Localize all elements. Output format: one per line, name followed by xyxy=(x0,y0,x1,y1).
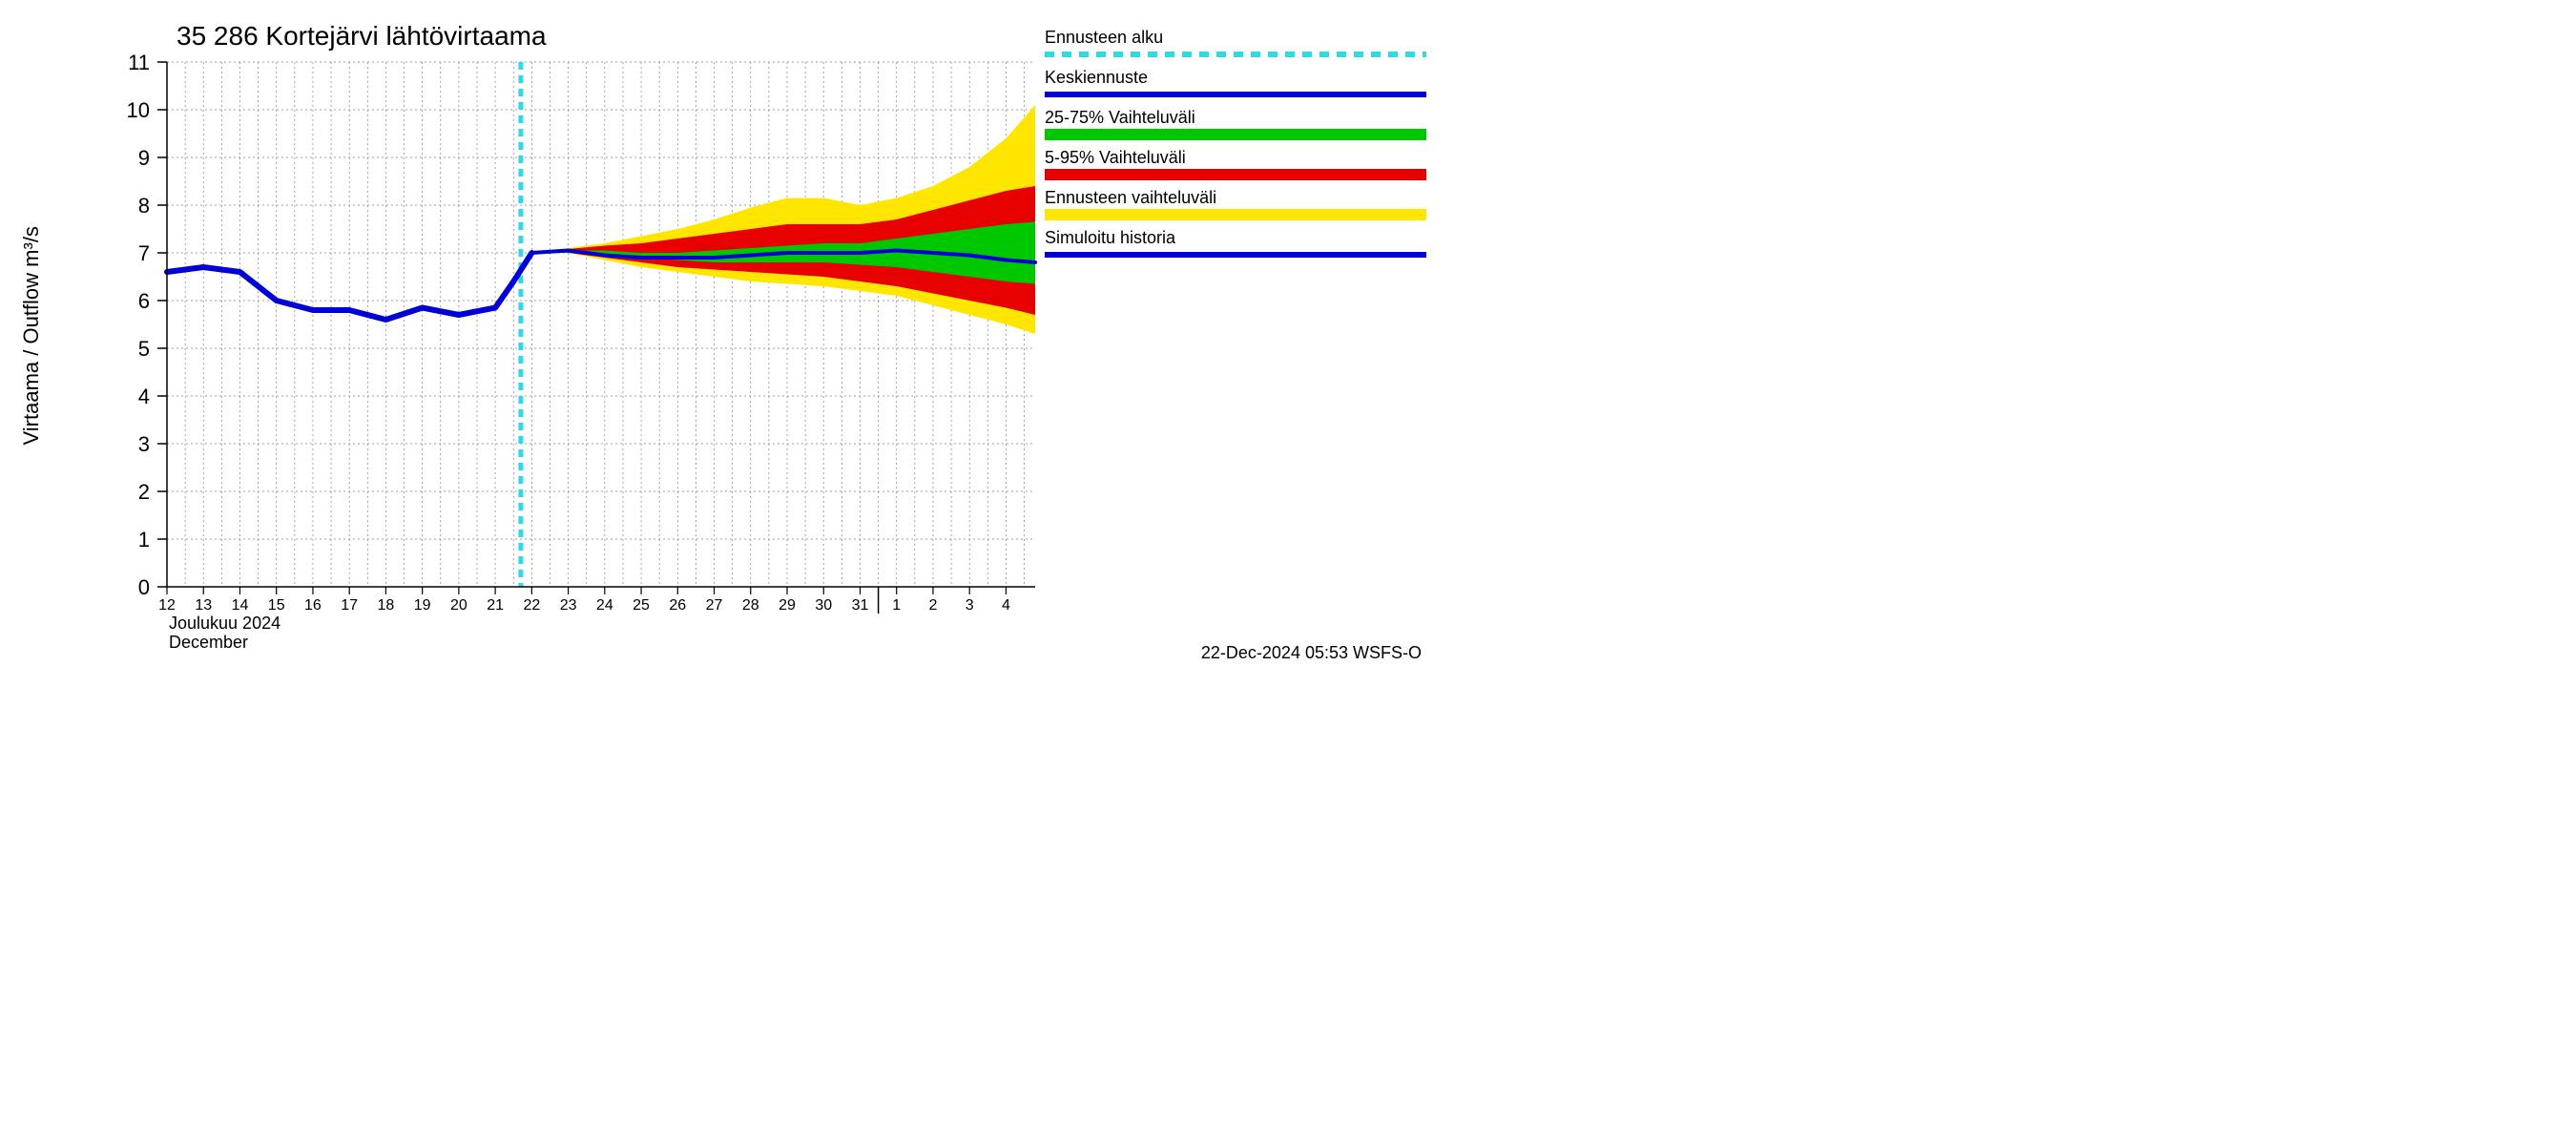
y-tick-label: 0 xyxy=(138,575,150,599)
x-tick-label: 30 xyxy=(815,597,832,614)
legend-label: Ennusteen vaihteluväli xyxy=(1045,188,1216,207)
legend-label: Simuloitu historia xyxy=(1045,228,1176,247)
y-axis-label: Virtaama / Outflow m³/s xyxy=(19,226,43,445)
x-tick-label: 21 xyxy=(487,597,504,614)
legend-swatch xyxy=(1045,169,1426,180)
y-tick-label: 2 xyxy=(138,480,150,504)
y-tick-label: 11 xyxy=(128,51,150,74)
legend-label: 5-95% Vaihteluväli xyxy=(1045,148,1186,167)
legend-swatch xyxy=(1045,209,1426,220)
x-tick-label: 18 xyxy=(378,597,395,614)
x-tick-label: 15 xyxy=(268,597,285,614)
x-tick-label: 12 xyxy=(158,597,176,614)
x-tick-label: 13 xyxy=(195,597,212,614)
x-tick-label: 23 xyxy=(560,597,577,614)
x-tick-label: 28 xyxy=(742,597,759,614)
x-tick-label: 14 xyxy=(232,597,249,614)
x-tick-label: 27 xyxy=(706,597,723,614)
legend-label: Keskiennuste xyxy=(1045,68,1148,87)
x-tick-label: 20 xyxy=(450,597,467,614)
x-tick-label: 4 xyxy=(1002,597,1010,614)
y-tick-label: 1 xyxy=(138,528,150,552)
x-tick-label: 17 xyxy=(341,597,358,614)
y-tick-label: 8 xyxy=(138,194,150,218)
month-label-2: December xyxy=(169,633,248,652)
chart-title: 35 286 Kortejärvi lähtövirtaama xyxy=(177,21,547,51)
x-tick-label: 29 xyxy=(779,597,796,614)
x-tick-label: 24 xyxy=(596,597,613,614)
y-tick-label: 10 xyxy=(127,98,150,122)
y-tick-label: 7 xyxy=(138,241,150,265)
x-tick-label: 3 xyxy=(966,597,974,614)
y-tick-label: 6 xyxy=(138,289,150,313)
x-tick-label: 16 xyxy=(304,597,322,614)
x-tick-label: 1 xyxy=(892,597,901,614)
x-tick-label: 19 xyxy=(414,597,431,614)
month-label-1: Joulukuu 2024 xyxy=(169,614,280,633)
chart-container: 0123456789101112131415161718192021222324… xyxy=(0,0,1431,668)
x-tick-label: 26 xyxy=(669,597,686,614)
y-tick-label: 4 xyxy=(138,385,150,408)
x-tick-label: 2 xyxy=(928,597,937,614)
x-tick-label: 25 xyxy=(633,597,650,614)
legend-label: Ennusteen alku xyxy=(1045,28,1163,47)
legend-label: 25-75% Vaihteluväli xyxy=(1045,108,1195,127)
y-tick-label: 9 xyxy=(138,146,150,170)
footer-timestamp: 22-Dec-2024 05:53 WSFS-O xyxy=(1201,643,1422,662)
flow-chart: 0123456789101112131415161718192021222324… xyxy=(0,0,1431,668)
legend-swatch xyxy=(1045,129,1426,140)
y-tick-label: 5 xyxy=(138,337,150,361)
x-tick-label: 22 xyxy=(523,597,540,614)
y-tick-label: 3 xyxy=(138,432,150,456)
x-tick-label: 31 xyxy=(852,597,869,614)
